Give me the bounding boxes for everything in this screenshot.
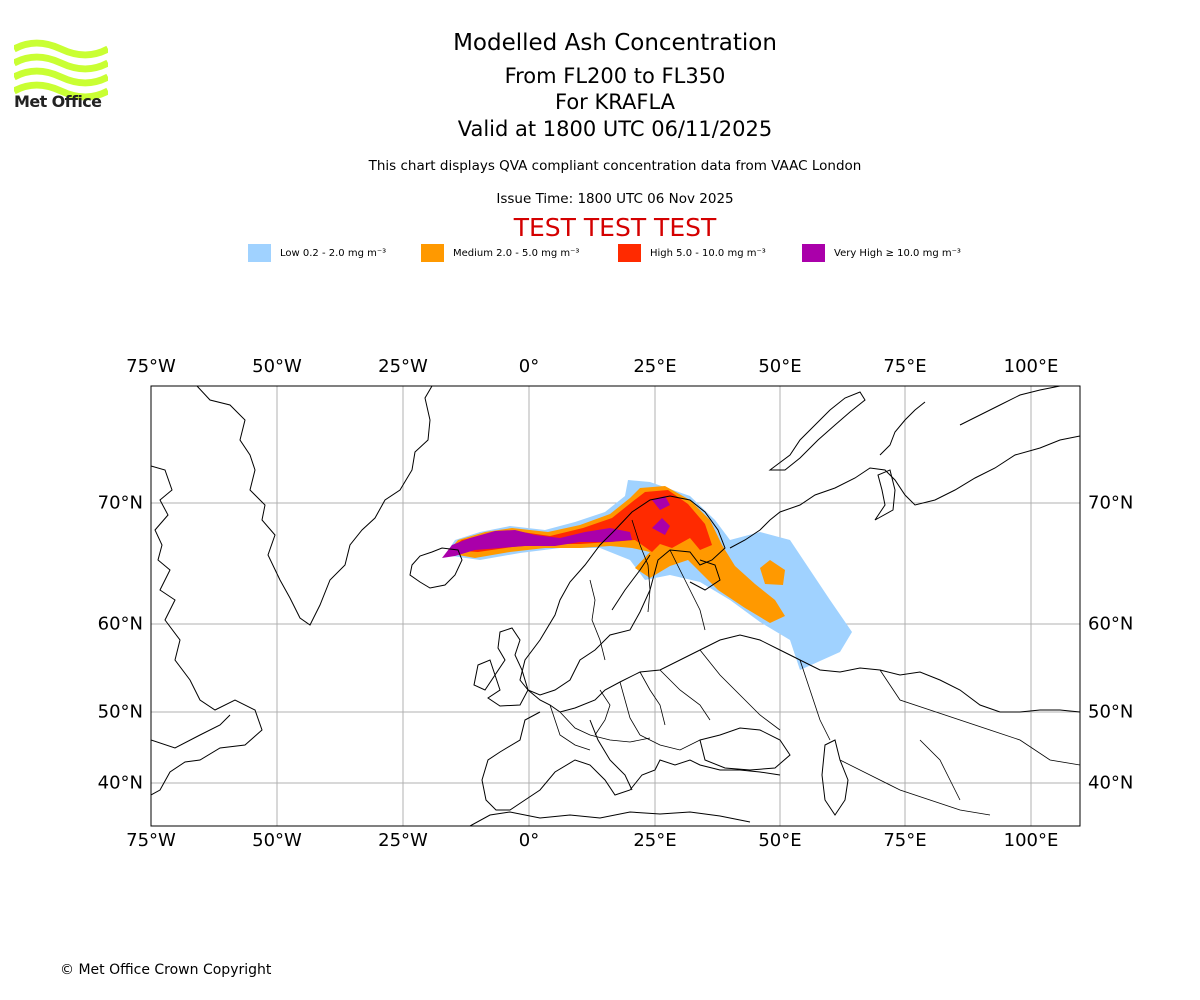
lon-label-top-25w: 25°W	[378, 356, 428, 377]
legend-item-high: High 5.0 - 10.0 mg m⁻³	[618, 244, 766, 262]
lon-label-top-50e: 50°E	[758, 356, 802, 377]
lon-label-bottom-50e: 50°E	[758, 830, 802, 851]
lon-label-bottom-100e: 100°E	[1003, 830, 1059, 851]
lon-label-bottom-25w: 25°W	[378, 830, 428, 851]
issue-time: Issue Time: 1800 UTC 06 Nov 2025	[496, 191, 734, 207]
lon-label-bottom-0: 0°	[518, 830, 540, 851]
legend-item-medium: Medium 2.0 - 5.0 mg m⁻³	[421, 244, 579, 262]
map-frame	[150, 385, 1081, 827]
lon-label-bottom-75w: 75°W	[126, 830, 176, 851]
lon-label-bottom-50w: 50°W	[252, 830, 302, 851]
legend-label-high: High 5.0 - 10.0 mg m⁻³	[650, 247, 766, 259]
lon-label-top-50w: 50°W	[252, 356, 302, 377]
lon-label-top-75w: 75°W	[126, 356, 176, 377]
lat-label-left-50n: 50°N	[97, 701, 143, 723]
country-borders	[549, 519, 1080, 816]
lat-label-right-70n: 70°N	[1088, 492, 1134, 514]
legend-label-very-high: Very High ≥ 10.0 mg m⁻³	[834, 247, 961, 259]
copyright-notice: © Met Office Crown Copyright	[60, 962, 272, 978]
flight-levels: From FL200 to FL350	[504, 64, 726, 88]
lon-label-top-100e: 100°E	[1003, 356, 1059, 377]
lon-label-top-75e: 75°E	[883, 356, 927, 377]
lon-label-bottom-25e: 25°E	[633, 830, 677, 851]
lon-label-top-0: 0°	[518, 356, 540, 377]
lat-label-right-60n: 60°N	[1088, 613, 1134, 635]
lon-label-top-25e: 25°E	[633, 356, 677, 377]
lat-label-left-70n: 70°N	[97, 492, 143, 514]
logo-wordmark: Met Office	[14, 92, 102, 111]
legend-label-medium: Medium 2.0 - 5.0 mg m⁻³	[453, 247, 580, 259]
ash-very-high-layer	[442, 496, 670, 558]
legend-item-low: Low 0.2 - 2.0 mg m⁻³	[248, 244, 386, 262]
legend-swatch-high	[618, 244, 641, 262]
lat-label-right-50n: 50°N	[1088, 701, 1134, 723]
legend-swatch-low	[248, 244, 271, 262]
gridlines	[151, 386, 1080, 826]
chart-title: Modelled Ash Concentration	[453, 30, 777, 56]
qva-note: This chart displays QVA compliant concen…	[368, 158, 862, 174]
legend-label-low: Low 0.2 - 2.0 mg m⁻³	[280, 247, 387, 259]
volcano-name: For KRAFLA	[555, 90, 675, 114]
legend-swatch-very-high	[802, 244, 825, 262]
test-banner: TEST TEST TEST	[513, 213, 717, 242]
lat-label-right-40n: 40°N	[1088, 772, 1134, 794]
coastlines	[151, 386, 1080, 826]
lon-label-bottom-75e: 75°E	[883, 830, 927, 851]
lat-label-left-60n: 60°N	[97, 613, 143, 635]
valid-time: Valid at 1800 UTC 06/11/2025	[457, 117, 773, 141]
legend-item-very-high: Very High ≥ 10.0 mg m⁻³	[802, 244, 961, 262]
lat-label-left-40n: 40°N	[97, 772, 143, 794]
legend-swatch-medium	[421, 244, 444, 262]
map-background	[151, 386, 1080, 826]
met-office-logo-icon	[14, 39, 108, 101]
